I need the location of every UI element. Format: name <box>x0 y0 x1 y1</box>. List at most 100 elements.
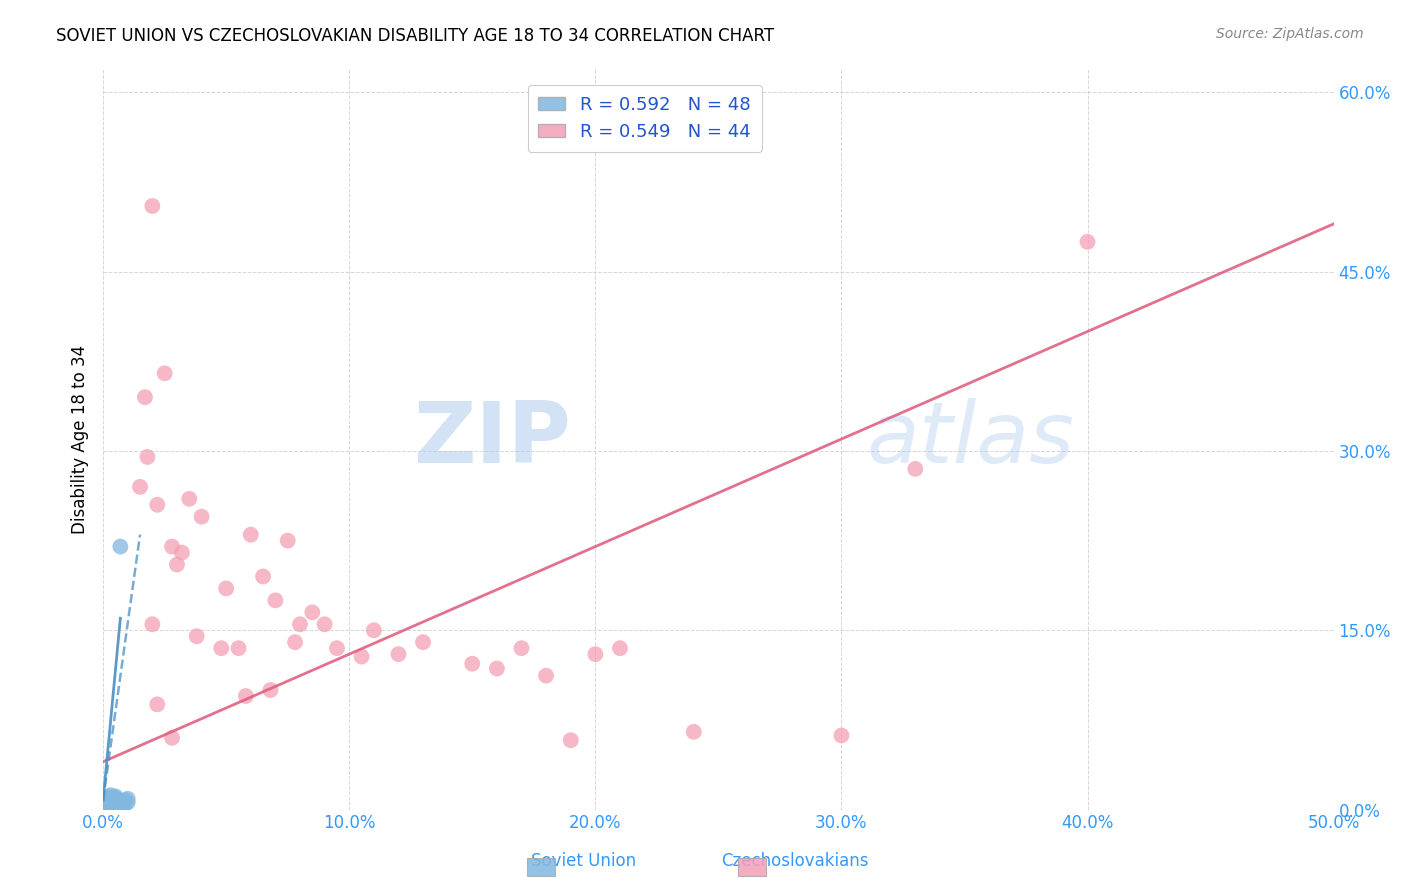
Point <box>101 791 124 805</box>
Point <box>101 794 124 808</box>
Point <box>104 796 127 810</box>
Point <box>264 593 287 607</box>
Point <box>141 617 163 632</box>
Point <box>830 728 852 742</box>
Point <box>136 450 159 464</box>
Point <box>101 791 124 805</box>
Point <box>146 498 169 512</box>
Point <box>101 793 124 807</box>
Point <box>129 480 152 494</box>
Point <box>235 689 257 703</box>
Point <box>904 462 927 476</box>
Point <box>104 790 127 805</box>
Point <box>179 491 201 506</box>
Point <box>104 797 127 811</box>
Text: Source: ZipAtlas.com: Source: ZipAtlas.com <box>1216 27 1364 41</box>
Point <box>284 635 307 649</box>
Point <box>94 797 117 812</box>
Point <box>94 791 117 805</box>
Point <box>117 791 139 805</box>
Point <box>107 801 129 815</box>
Point <box>111 799 134 814</box>
Point <box>100 793 122 807</box>
Point <box>609 641 631 656</box>
Point <box>111 794 134 808</box>
Point <box>100 799 122 814</box>
Point <box>461 657 484 671</box>
Point <box>97 797 120 812</box>
Point <box>301 605 323 619</box>
Point <box>583 647 606 661</box>
Text: ZIP: ZIP <box>413 398 571 481</box>
Point <box>412 635 434 649</box>
Point <box>114 793 136 807</box>
Text: atlas: atlas <box>866 398 1074 481</box>
Point <box>107 797 129 812</box>
Point <box>560 733 582 747</box>
Point <box>94 803 117 817</box>
Point <box>111 797 134 812</box>
Text: Soviet Union: Soviet Union <box>531 852 636 870</box>
Point <box>114 797 136 811</box>
Point <box>682 724 704 739</box>
Point <box>146 698 169 712</box>
Point <box>107 794 129 808</box>
Point <box>100 797 122 811</box>
Point <box>485 661 508 675</box>
Point <box>252 569 274 583</box>
Point <box>259 683 281 698</box>
Point <box>209 641 232 656</box>
Point <box>100 794 122 808</box>
Point <box>190 509 212 524</box>
Point <box>110 540 132 554</box>
Point <box>117 796 139 810</box>
Point <box>104 801 127 815</box>
Text: SOVIET UNION VS CZECHOSLOVAKIAN DISABILITY AGE 18 TO 34 CORRELATION CHART: SOVIET UNION VS CZECHOSLOVAKIAN DISABILI… <box>56 27 775 45</box>
Point <box>160 540 183 554</box>
Point <box>288 617 311 632</box>
Point <box>387 647 409 661</box>
Point <box>107 800 129 814</box>
Point <box>350 649 373 664</box>
Point <box>104 796 127 810</box>
Point <box>110 797 132 811</box>
Point <box>101 796 124 810</box>
Point <box>1076 235 1098 249</box>
Point <box>104 789 127 804</box>
Point <box>314 617 336 632</box>
Point <box>100 800 122 814</box>
Point <box>110 794 132 808</box>
Point <box>239 527 262 541</box>
Point <box>166 558 188 572</box>
Text: Czechoslovakians: Czechoslovakians <box>721 852 868 870</box>
Point <box>94 800 117 814</box>
Point <box>510 641 533 656</box>
Point <box>160 731 183 745</box>
Point <box>104 797 127 812</box>
Point <box>107 793 129 807</box>
Point <box>534 668 557 682</box>
Point <box>100 789 122 804</box>
Point <box>107 799 129 814</box>
Point <box>104 793 127 807</box>
Point <box>101 790 124 805</box>
Point <box>97 794 120 808</box>
Point <box>215 582 238 596</box>
Point <box>170 545 193 559</box>
Point <box>153 366 176 380</box>
Point <box>228 641 250 656</box>
Point <box>277 533 299 548</box>
Point <box>134 390 156 404</box>
Point <box>186 629 208 643</box>
Point <box>101 799 124 814</box>
Point <box>110 799 132 814</box>
Point <box>326 641 349 656</box>
Point <box>97 801 120 815</box>
Point <box>100 788 122 802</box>
Legend: R = 0.592   N = 48, R = 0.549   N = 44: R = 0.592 N = 48, R = 0.549 N = 44 <box>527 85 762 152</box>
Point <box>141 199 163 213</box>
Point <box>110 800 132 814</box>
Y-axis label: Disability Age 18 to 34: Disability Age 18 to 34 <box>72 344 89 533</box>
Point <box>97 796 120 810</box>
Point <box>363 624 385 638</box>
